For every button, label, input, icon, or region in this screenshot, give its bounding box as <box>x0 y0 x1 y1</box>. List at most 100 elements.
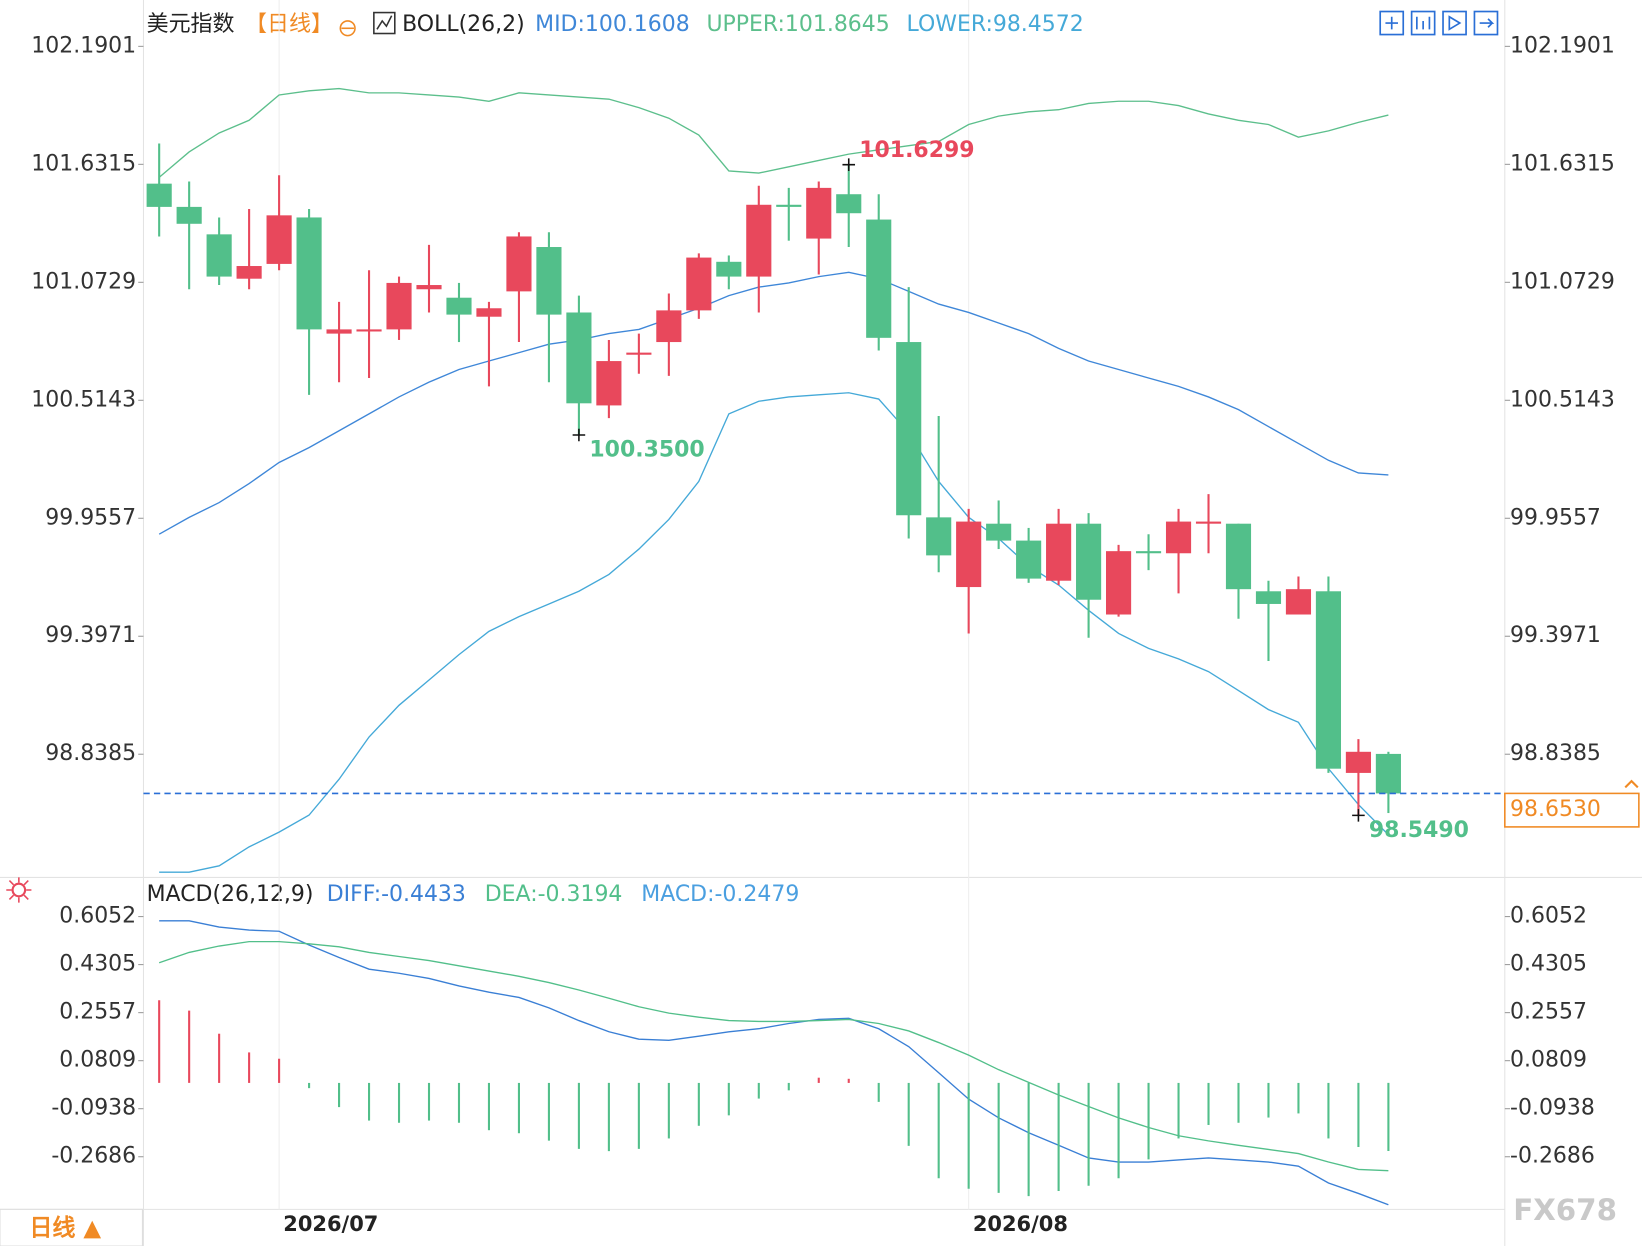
candle-body <box>986 523 1012 541</box>
candle-body <box>956 521 982 588</box>
legend-entry: UPPER:101.8645 <box>706 12 889 37</box>
candle-body <box>656 310 682 343</box>
period-button-label[interactable]: 日线 ▲ <box>29 1215 101 1242</box>
candle-body <box>506 236 532 292</box>
candle-body <box>176 206 202 224</box>
candle-body <box>236 266 262 279</box>
indicator-icon-line <box>376 15 393 30</box>
y2-tick-label: 0.0809 <box>1510 1048 1587 1073</box>
band-line <box>158 87 1389 178</box>
y2-tick-label: 0.6052 <box>1510 904 1587 929</box>
candle-body <box>1375 753 1401 794</box>
tool-button[interactable] <box>1442 10 1467 36</box>
y2-tick-label: 100.5143 <box>1510 387 1615 412</box>
tool-button[interactable] <box>1410 10 1436 36</box>
legend-entry: MID:100.1608 <box>535 12 690 37</box>
candle-body <box>1106 551 1132 615</box>
y-tick-label: -0.2686 <box>51 1144 136 1169</box>
candle-body <box>536 247 562 315</box>
watermark: FX678 <box>1513 1193 1617 1227</box>
settings-icon-rays <box>6 877 32 903</box>
candle-body <box>356 329 382 332</box>
y-tick-label: 0.0809 <box>59 1048 136 1073</box>
annotation-label: 100.3500 <box>589 438 704 463</box>
candle-body <box>716 261 742 277</box>
candle-body <box>866 219 892 338</box>
candle-body <box>1165 521 1192 554</box>
candle-body <box>746 204 772 277</box>
candle-body <box>566 312 592 404</box>
x-tick-label: 2026/07 <box>283 1212 378 1236</box>
candle-body <box>206 234 232 277</box>
candle-body <box>1315 591 1342 769</box>
y-tick-label: 101.6315 <box>31 151 136 176</box>
legend-entry: DEA:-0.3194 <box>485 882 623 907</box>
y-tick-label: 99.3971 <box>45 623 136 648</box>
band-line <box>159 392 1389 873</box>
x-tick-label: 2026/08 <box>973 1212 1068 1236</box>
y-tick-label: 102.1901 <box>31 33 136 58</box>
tool-button[interactable] <box>1379 10 1405 36</box>
y2-tick-label: 99.3971 <box>1510 623 1601 648</box>
annotation-label: 98.5490 <box>1369 818 1469 843</box>
legend-entry: LOWER:98.4572 <box>907 12 1084 37</box>
y-tick-label: 0.4305 <box>59 952 136 977</box>
y-tick-label: 0.6052 <box>59 904 136 929</box>
y2-tick-label: 102.1901 <box>1510 33 1615 58</box>
annotation-marker <box>842 158 856 171</box>
toolbar <box>1379 10 1499 36</box>
candle-body <box>1135 551 1162 554</box>
candle-body <box>1345 751 1371 773</box>
candle-body <box>896 342 922 516</box>
macd-line <box>158 940 1389 1172</box>
candle-body <box>446 297 472 315</box>
candle-body <box>1046 523 1072 581</box>
period-button[interactable] <box>0 1208 143 1246</box>
y2-tick-label: 98.8385 <box>1510 741 1601 766</box>
candle-body <box>686 257 712 311</box>
y2-tick-label: 101.0729 <box>1510 269 1615 294</box>
legend-entry: MACD:-0.2479 <box>641 882 799 907</box>
chart-title: 美元指数 <box>147 12 235 37</box>
candle-body <box>1225 523 1252 590</box>
last-price-box <box>1504 792 1640 828</box>
candle-body <box>1076 523 1102 600</box>
tool-button[interactable] <box>1473 10 1499 36</box>
indicator-name: BOLL(26,2) <box>402 12 525 37</box>
candle-body <box>836 194 862 214</box>
candle-body <box>1285 589 1312 615</box>
last-price-label: 98.6530 <box>1510 797 1601 822</box>
annotation-marker <box>572 428 586 442</box>
price-arrow <box>1624 779 1639 789</box>
add-icon[interactable] <box>339 20 356 37</box>
candle-body <box>1195 521 1222 524</box>
y2-tick-label: 0.2557 <box>1510 1000 1587 1025</box>
candle-body <box>626 352 652 355</box>
y-tick-label: 98.8385 <box>45 741 136 766</box>
candle-body <box>146 183 172 207</box>
candle-body <box>806 187 832 239</box>
y-tick-label: -0.0938 <box>51 1096 136 1121</box>
candle-body <box>386 282 412 330</box>
y2-tick-label: -0.0938 <box>1510 1096 1595 1121</box>
candle-body <box>296 217 322 330</box>
period-label[interactable]: 【日线】 <box>245 12 333 37</box>
settings-icon[interactable] <box>11 882 27 898</box>
candle-body <box>596 361 622 406</box>
candle-body <box>1016 540 1042 579</box>
annotation-label: 101.6299 <box>859 138 974 163</box>
band-line <box>158 271 1389 535</box>
y2-tick-label: -0.2686 <box>1510 1144 1595 1169</box>
candle-body <box>476 308 502 317</box>
y-tick-label: 101.0729 <box>31 269 136 294</box>
y2-tick-label: 0.4305 <box>1510 952 1587 977</box>
candle-body <box>926 517 952 556</box>
candle-body <box>776 204 802 207</box>
y-tick-label: 100.5143 <box>31 387 136 412</box>
candle-body <box>266 215 292 264</box>
candle-body <box>416 285 442 290</box>
indicator-icon[interactable] <box>373 11 396 35</box>
y-tick-label: 0.2557 <box>59 1000 136 1025</box>
